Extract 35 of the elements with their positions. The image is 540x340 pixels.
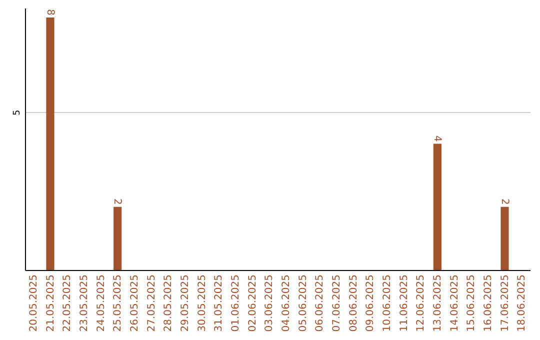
data-label: 4	[431, 135, 442, 142]
x-tick-label: 02.06.2025	[247, 274, 258, 332]
x-tick-label: 03.06.2025	[264, 274, 276, 332]
data-label: 2	[498, 198, 510, 205]
x-tick-label: 16.06.2025	[482, 274, 494, 332]
x-tick-label: 18.06.2025	[516, 274, 528, 332]
x-tick-label: 22.05.2025	[62, 274, 74, 332]
x-tick-label: 13.06.2025	[432, 274, 444, 332]
x-tick-label: 12.06.2025	[416, 274, 427, 332]
x-tick-label: 09.06.2025	[365, 274, 376, 332]
x-tick-label: 25.05.2025	[112, 274, 124, 332]
x-tick-label: 30.05.2025	[196, 274, 208, 332]
x-tick-label: 23.05.2025	[78, 274, 90, 332]
x-tick-label: 10.06.2025	[382, 274, 393, 332]
x-tick-label: 31.05.2025	[214, 274, 225, 332]
x-tick-label: 28.05.2025	[163, 274, 174, 332]
x-tick-label: 20.05.2025	[28, 274, 40, 332]
x-tick-label: 29.05.2025	[180, 274, 191, 332]
x-tick-label: 27.05.2025	[146, 274, 158, 332]
x-tick-label: 21.05.2025	[45, 274, 56, 332]
x-tick-label: 11.06.2025	[398, 274, 410, 332]
x-tick-label: 08.06.2025	[348, 274, 360, 332]
data-label: 8	[44, 9, 56, 16]
x-tick-label: 01.06.2025	[230, 274, 242, 332]
x-tick-label: 15.06.2025	[466, 274, 478, 332]
data-label: 2	[112, 198, 123, 205]
x-tick-label: 17.06.2025	[500, 274, 511, 332]
x-tick-label: 05.06.2025	[298, 274, 309, 332]
x-tick-label: 06.06.2025	[314, 274, 326, 332]
y-tick-label: 5	[12, 110, 22, 116]
x-tick-label: 26.05.2025	[129, 274, 140, 332]
x-tick-label: 07.06.2025	[331, 274, 342, 332]
x-tick-label: 24.05.2025	[96, 274, 107, 332]
x-tick-label: 04.06.2025	[280, 274, 292, 332]
x-tick-label: 14.06.2025	[449, 274, 460, 332]
